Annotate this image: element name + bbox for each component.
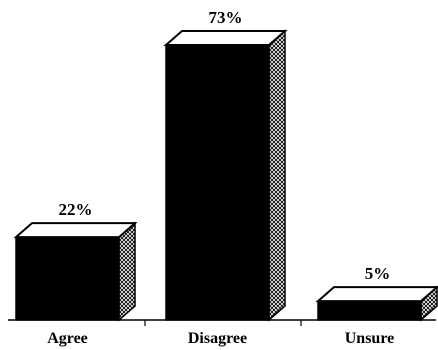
- bar-top-face: [13, 222, 138, 239]
- bar-side-face: [268, 29, 286, 322]
- bar-front-face: [165, 44, 270, 321]
- bar-top-face: [315, 286, 438, 303]
- bar-disagree: [163, 29, 288, 322]
- bar-top-face: [163, 30, 288, 46]
- bar-agree: [13, 221, 138, 322]
- data-label-disagree: 73%: [209, 8, 243, 27]
- bars: [13, 29, 438, 322]
- bar-side-face: [118, 221, 136, 322]
- bar-front-face: [317, 300, 422, 321]
- bar-unsure: [315, 285, 438, 322]
- data-label-unsure: 5%: [365, 264, 391, 283]
- data-label-agree: 22%: [59, 200, 93, 219]
- category-label-unsure: Unsure: [345, 330, 395, 347]
- category-label-disagree: Disagree: [188, 330, 247, 347]
- bar-front-face: [15, 236, 120, 321]
- category-label-agree: Agree: [47, 330, 88, 347]
- labels: 22% Agree 73% Disagree 5% Unsure: [47, 8, 394, 347]
